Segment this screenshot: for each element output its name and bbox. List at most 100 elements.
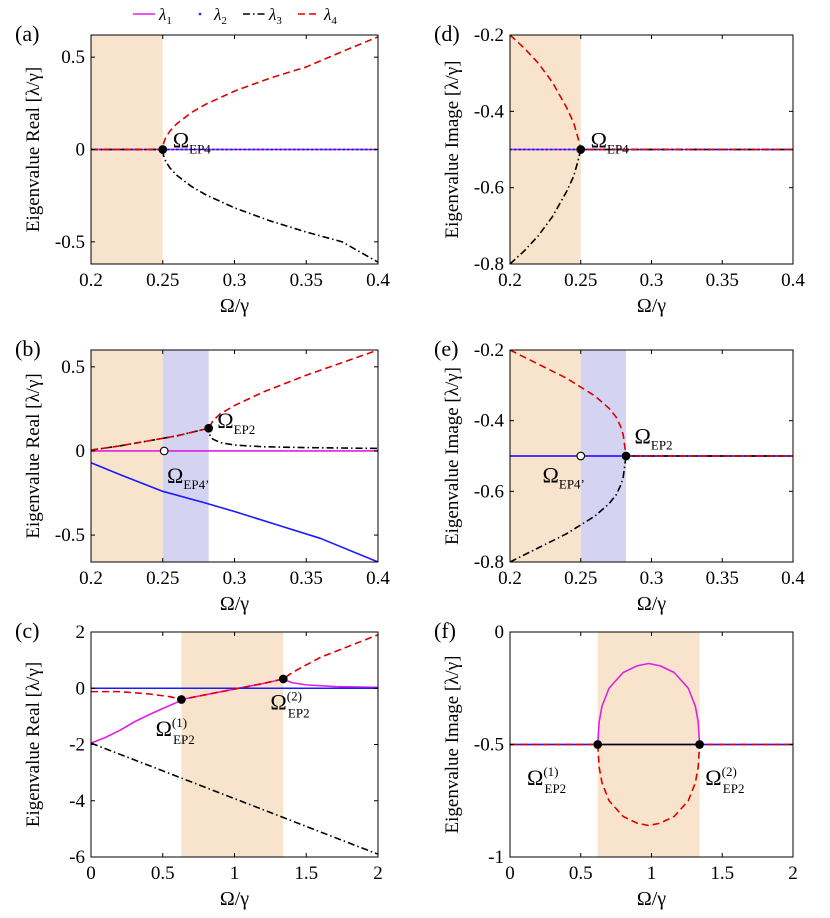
x-axis-label: Ω/γ xyxy=(220,593,249,615)
legend: λ1 λ2 λ3 λ4 xyxy=(133,5,337,27)
x-tick-label: 0.2 xyxy=(498,270,522,291)
x-tick-label: 0.2 xyxy=(79,568,103,589)
x-tick-label: 2 xyxy=(373,863,383,884)
series-line-lambda3 xyxy=(91,148,378,263)
x-axis-label: Ω/γ xyxy=(637,888,666,910)
exceptional-point-marker xyxy=(695,740,704,749)
exceptional-point-marker xyxy=(576,145,586,154)
legend-label: λ2 xyxy=(213,5,227,27)
series-line-lambda2 xyxy=(91,461,378,562)
y-axis-label: Eigenvalue Real [λ/γ] xyxy=(23,373,44,538)
y-tick-label: -1 xyxy=(488,847,504,868)
panel-d: 0.2 0.25 0.3 0.35 0.4 -0.8 -0.6 -0.4 -0.2 Ω/γ Eige… xyxy=(434,21,805,317)
x-tick-label: 0.3 xyxy=(223,568,247,589)
legend-label: λ3 xyxy=(268,5,282,27)
exceptional-point-marker xyxy=(278,674,288,684)
y-tick-label: 0.5 xyxy=(61,47,85,68)
y-axis-label: Eigenvalue Real [λ/γ] xyxy=(23,67,44,232)
y-tick-label: 2 xyxy=(76,622,86,643)
y-axis-label: Eigenvalue Image [λ/γ] xyxy=(442,367,463,545)
x-axis-label: Ω/γ xyxy=(220,295,249,317)
ep-annotation: Ω(1) EP2 xyxy=(156,715,195,747)
legend-label: λ4 xyxy=(323,5,337,27)
ep-annotation: ΩEP4’ xyxy=(167,463,209,492)
y-tick-label: -2 xyxy=(69,735,85,756)
x-axis-label: Ω/γ xyxy=(220,888,249,910)
ep-annotation: Ω(1) EP2 xyxy=(527,764,566,796)
exceptional-point-marker xyxy=(177,695,186,704)
y-tick-label: -0.4 xyxy=(474,101,505,122)
y-tick-label: -0.6 xyxy=(474,481,504,502)
series-line-lambda1 xyxy=(510,662,793,746)
x-tick-label: 2 xyxy=(788,863,798,884)
y-tick-label: -0.2 xyxy=(474,340,504,361)
x-tick-label: 0.35 xyxy=(290,270,323,291)
exceptional-point-marker-open xyxy=(576,451,586,461)
series-line-lambda4 xyxy=(91,350,378,451)
y-tick-label: 0 xyxy=(495,622,505,643)
x-tick-label: 1 xyxy=(230,863,240,884)
panel-b: 0.2 0.25 0.3 0.35 0.4 -0.5 0 0.5 Ω/γ Eigenvalue R… xyxy=(15,336,390,615)
panel-f: 0 0.5 1 1.5 2 -1 -0.5 0 Ω/γ Eigenvalue Image [λ/γ… xyxy=(434,618,798,910)
x-tick-label: 0.4 xyxy=(366,568,390,589)
y-tick-label: -4 xyxy=(69,791,85,812)
panel-label: (c) xyxy=(15,618,39,643)
panel-e: 0.2 0.25 0.3 0.35 0.4 -0.8 -0.6 -0.4 -0.2 Ω/γ Eige… xyxy=(434,336,805,615)
x-tick-label: 0.3 xyxy=(640,568,664,589)
series-line-lambda3 xyxy=(91,427,378,451)
series-line-lambda4 xyxy=(510,743,793,827)
x-tick-label: 1.5 xyxy=(294,863,318,884)
y-tick-label: -0.4 xyxy=(474,411,505,432)
x-tick-label: 0.4 xyxy=(366,270,390,291)
x-tick-label: 0.4 xyxy=(781,270,805,291)
x-tick-label: 0.5 xyxy=(569,863,593,884)
y-axis-label: Eigenvalue Image [λ/γ] xyxy=(442,61,463,239)
shaded-band xyxy=(162,350,209,562)
x-tick-label: 0.25 xyxy=(146,270,179,291)
series-line-lambda4 xyxy=(91,36,378,151)
y-tick-label: -0.8 xyxy=(474,552,504,573)
x-tick-label: 0.2 xyxy=(79,270,103,291)
y-tick-label: -0.5 xyxy=(474,735,504,756)
ep-annotation: ΩEP2 xyxy=(217,408,255,437)
panel-label: (b) xyxy=(15,336,41,361)
y-tick-label: -0.5 xyxy=(55,525,85,546)
exceptional-point-marker-open xyxy=(159,446,169,456)
exceptional-point-marker xyxy=(158,145,168,154)
x-tick-label: 0.35 xyxy=(290,568,323,589)
y-tick-label: -0.6 xyxy=(474,178,504,199)
panel-label: (f) xyxy=(434,618,456,643)
ep-annotation: Ω(2) EP2 xyxy=(705,764,744,796)
panels: 0.2 0.25 0.3 0.35 0.4 -0.5 0 0.5 Ω/γ Eigenvalue R… xyxy=(15,21,805,910)
x-tick-label: 0 xyxy=(86,863,96,884)
y-tick-label: 0.5 xyxy=(61,357,85,378)
panel-label: (a) xyxy=(15,21,39,46)
x-tick-label: 1.5 xyxy=(710,863,734,884)
ep-annotation: ΩEP4’ xyxy=(543,463,585,492)
x-tick-label: 1 xyxy=(647,863,657,884)
y-tick-label: 0 xyxy=(76,140,86,161)
legend-swatch xyxy=(198,12,202,16)
ep-annotation: Ω(2) EP2 xyxy=(270,688,309,720)
shaded-band xyxy=(91,350,163,562)
legend-label: λ1 xyxy=(158,5,172,27)
y-tick-label: -0.8 xyxy=(474,254,504,275)
x-tick-label: 0.2 xyxy=(498,568,522,589)
panel-label: (e) xyxy=(434,336,458,361)
exceptional-point-marker xyxy=(204,423,214,433)
y-tick-label: -6 xyxy=(69,847,85,868)
exceptional-point-marker xyxy=(621,451,631,461)
x-tick-label: 0.35 xyxy=(706,568,739,589)
y-axis-label: Eigenvalue Real [λ/γ] xyxy=(23,662,44,827)
series-line-lambda4 xyxy=(91,634,378,701)
y-tick-label: -0.5 xyxy=(55,232,85,253)
x-tick-label: 0.3 xyxy=(640,270,664,291)
ep-annotation: ΩEP4 xyxy=(173,128,212,157)
shaded-band xyxy=(181,632,284,857)
x-tick-label: 0.5 xyxy=(151,863,175,884)
x-tick-label: 0.4 xyxy=(781,568,805,589)
panel-a: 0.2 0.25 0.3 0.35 0.4 -0.5 0 0.5 Ω/γ Eigenvalue R… xyxy=(15,21,390,317)
y-tick-label: 0 xyxy=(76,441,86,462)
panel-c: 0 0.5 1 1.5 2 -6 -4 -2 0 2 Ω/γ Eigenvalue Real [λ/γ… xyxy=(15,618,383,910)
